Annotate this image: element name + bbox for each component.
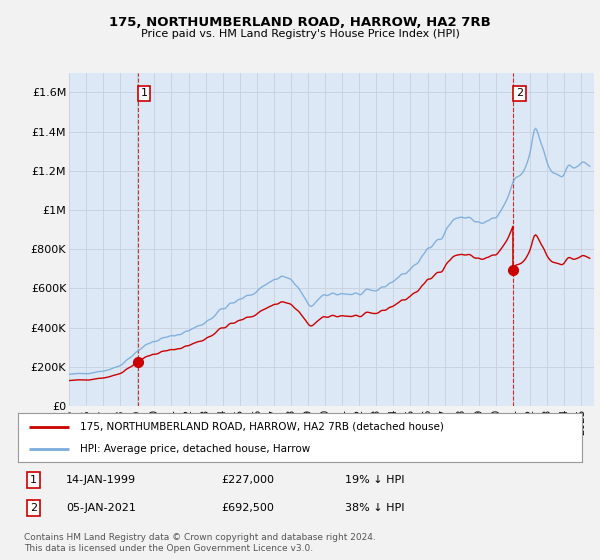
Text: 19% ↓ HPI: 19% ↓ HPI [345,475,404,485]
Text: 175, NORTHUMBERLAND ROAD, HARROW, HA2 7RB: 175, NORTHUMBERLAND ROAD, HARROW, HA2 7R… [109,16,491,29]
Text: 05-JAN-2021: 05-JAN-2021 [66,503,136,513]
Text: 2: 2 [30,503,37,513]
Text: Contains HM Land Registry data © Crown copyright and database right 2024.
This d: Contains HM Land Registry data © Crown c… [24,533,376,553]
Text: £227,000: £227,000 [221,475,274,485]
Text: £692,500: £692,500 [221,503,274,513]
Text: 14-JAN-1999: 14-JAN-1999 [66,475,136,485]
Text: 1: 1 [140,88,148,99]
Text: Price paid vs. HM Land Registry's House Price Index (HPI): Price paid vs. HM Land Registry's House … [140,29,460,39]
Text: 1: 1 [30,475,37,485]
Text: 38% ↓ HPI: 38% ↓ HPI [345,503,404,513]
Text: 2: 2 [516,88,523,99]
Text: 175, NORTHUMBERLAND ROAD, HARROW, HA2 7RB (detached house): 175, NORTHUMBERLAND ROAD, HARROW, HA2 7R… [80,422,444,432]
Text: HPI: Average price, detached house, Harrow: HPI: Average price, detached house, Harr… [80,444,310,454]
